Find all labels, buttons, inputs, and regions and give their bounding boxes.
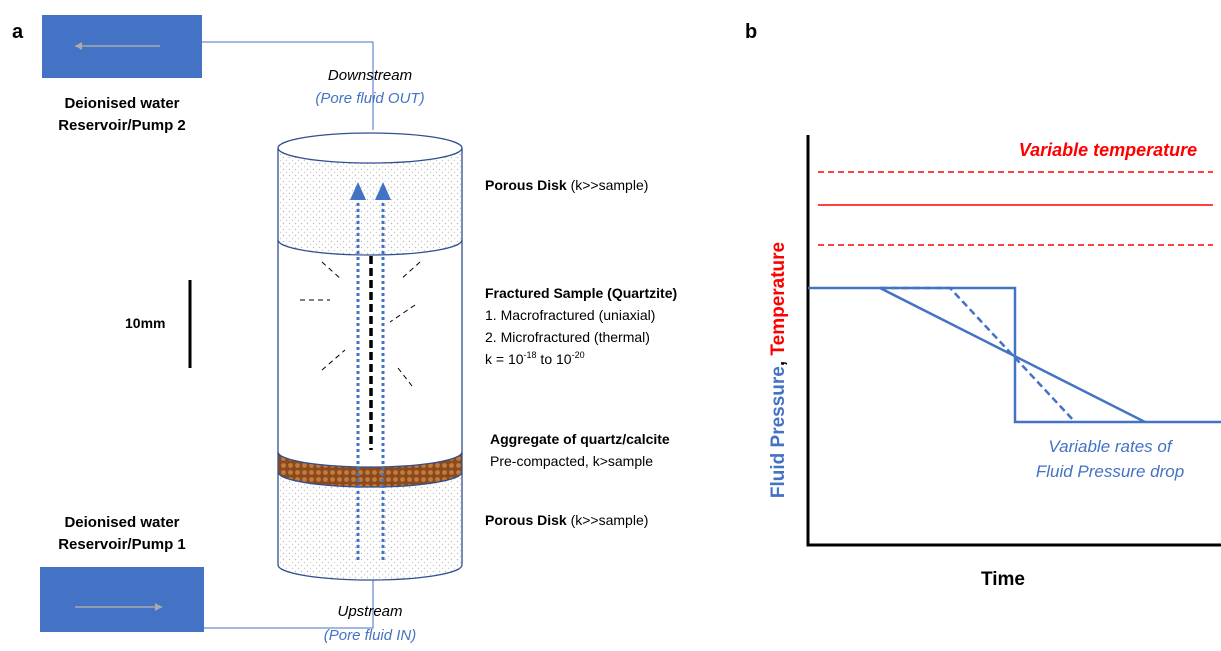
layer-name: Porous Disk [485, 177, 567, 193]
layer-note: Pre-compacted, k>sample [490, 453, 653, 469]
y-label-part: Fluid Pressure [768, 366, 789, 498]
k-text: to 10 [537, 351, 572, 367]
y-label-part: Temperature [768, 242, 789, 356]
pressure-lines [808, 288, 1221, 422]
layer-name: Aggregate of quartz/calcite [490, 431, 670, 447]
annotation: Variable rates of [1048, 437, 1173, 456]
aggregate [278, 452, 462, 487]
flow-label: (Pore fluid OUT) [315, 90, 424, 107]
pump-label: Reservoir/Pump 1 [58, 536, 186, 553]
k-exponent: -18 [524, 350, 537, 360]
layer-note: 2. Microfractured (thermal) [485, 329, 650, 345]
panel-label: a [12, 21, 24, 43]
microfractures [300, 262, 420, 386]
pump-label: Deionised water [64, 95, 179, 112]
layer-note: k = 10-18 to 10-20 [485, 350, 585, 367]
flow-label: Upstream [337, 603, 402, 620]
annotation: Fluid Pressure drop [1036, 462, 1184, 481]
layer-note: 1. Macrofractured (uniaxial) [485, 307, 655, 323]
temperature-lines [818, 172, 1213, 245]
flow-label: (Pore fluid IN) [324, 627, 417, 644]
pump-label: Deionised water [64, 514, 179, 531]
layer-note: (k>>sample) [567, 512, 649, 528]
k-text: k = 10 [485, 351, 524, 367]
y-axis-label: Fluid Pressure, Temperature [768, 242, 789, 498]
porous-disk [278, 472, 462, 580]
cylinder-edge [278, 133, 462, 163]
layer-label: Porous Disk (k>>sample) [485, 177, 648, 193]
flow-label: Downstream [328, 67, 412, 84]
porous-disk [278, 148, 462, 255]
annotation: Variable temperature [1019, 140, 1197, 160]
scale-label: 10mm [125, 315, 165, 331]
figure: a b Deionised water Reservoir/Pump 2 Dei… [0, 0, 1221, 651]
panel-label: b [745, 21, 757, 43]
tube [202, 42, 373, 130]
layer-label: Porous Disk (k>>sample) [485, 512, 648, 528]
y-label-part: , [768, 356, 789, 367]
layer-name: Fractured Sample (Quartzite) [485, 285, 677, 301]
layer-name: Porous Disk [485, 512, 567, 528]
pump-box [40, 567, 204, 632]
pump-label: Reservoir/Pump 2 [58, 117, 186, 134]
x-axis-label: Time [981, 569, 1025, 590]
k-exponent: -20 [572, 350, 585, 360]
layer-note: (k>>sample) [567, 177, 649, 193]
